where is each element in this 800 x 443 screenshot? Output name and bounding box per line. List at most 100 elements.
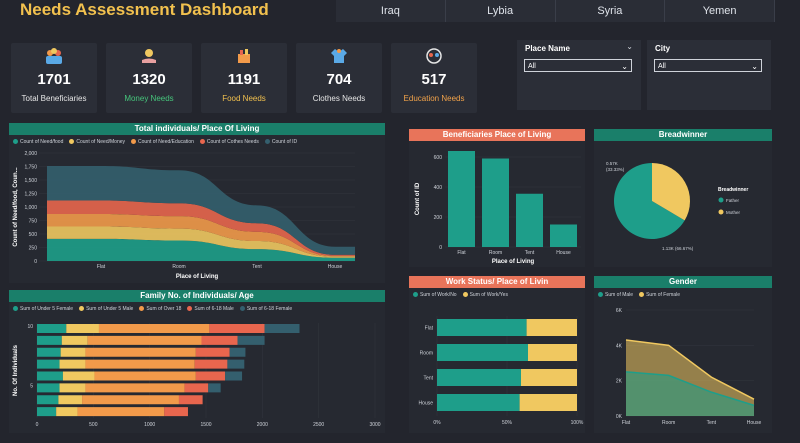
legend-swatch — [131, 139, 137, 145]
food-icon — [238, 49, 250, 63]
kpi-value: 1320 — [132, 71, 166, 88]
tab-yemen[interactable]: Yemen — [665, 0, 775, 22]
kpi-clothes-needs: 704 Clothes Needs — [296, 43, 382, 113]
bar-segment — [60, 347, 86, 357]
kpi-total-beneficiaries: 1701 Total Beneficiaries — [11, 43, 97, 113]
legend-swatch — [718, 209, 724, 215]
legend-item[interactable]: Sum of Work/No — [413, 292, 457, 298]
stacked-bar-chart: 0 500 1000 1500 2000 2500 3000 10 5 No. Of Indivi… — [13, 323, 381, 428]
legend-swatch — [639, 292, 645, 298]
legend-swatch — [239, 306, 245, 312]
chart-legend: Sum of Work/No Sum of Work/Yes — [413, 292, 508, 298]
legend-swatch — [69, 139, 75, 145]
kpi-food-needs: 1191 Food Needs — [201, 43, 287, 113]
y-tick-label: House — [419, 401, 434, 407]
legend-swatch — [187, 306, 193, 312]
bar-segment — [521, 369, 577, 386]
y-tick-label: Tent — [424, 376, 434, 382]
legend-label: Sum of 6-18 Female — [246, 306, 293, 312]
bar-segment — [195, 347, 230, 357]
pie-slice — [652, 163, 690, 221]
bar-segment — [437, 394, 520, 411]
bar — [448, 151, 475, 247]
bar-segment — [229, 347, 246, 357]
slicer-place-name: Place Name ⌄ All ⌄ — [517, 40, 641, 110]
y-tick-label: 10 — [27, 324, 33, 330]
legend-swatch — [13, 139, 18, 145]
x-tick-label: 1000 — [144, 422, 155, 428]
data-label: (33.33%) — [606, 167, 625, 172]
place-name-dropdown[interactable]: All ⌄ — [524, 59, 632, 72]
legend-label: Father — [726, 198, 740, 203]
bar-segment — [225, 371, 243, 381]
kpi-value: 704 — [326, 71, 352, 88]
legend-label: Count of Need/food — [20, 139, 64, 145]
people-icon — [46, 48, 62, 64]
chart-title: Total individuals/ Place Of Living — [9, 123, 385, 135]
bar-segment — [528, 344, 577, 361]
legend-swatch — [199, 139, 205, 145]
y-axis-title: Count of Need/food, Coun... — [13, 167, 19, 247]
y-tick-label: 1,250 — [24, 192, 37, 198]
legend-item[interactable]: Sum of Female — [639, 292, 680, 298]
chart-title: Gender — [594, 276, 772, 288]
chart-work-status: Work Status/ Place of Livin Sum of Work/… — [409, 276, 585, 433]
legend-item[interactable]: Count of Need/Education — [131, 139, 194, 145]
slicer-label: City — [655, 44, 671, 53]
bar-segment — [56, 407, 78, 417]
x-axis-title: Place of Living — [176, 274, 219, 280]
collapse-chevron-icon[interactable]: ⌄ — [626, 42, 633, 51]
legend-item[interactable]: Sum of Under 5 Female — [13, 306, 73, 312]
tab-syria[interactable]: Syria — [556, 0, 666, 22]
legend-swatch — [413, 292, 418, 298]
x-tick-label: Tent — [252, 264, 262, 270]
chart-legend: Count of Need/food Count of Need/Money Cou… — [13, 139, 297, 145]
x-tick-label: 500 — [89, 422, 98, 428]
y-tick-label: 0 — [439, 245, 442, 251]
legend-label: Sum of Under 5 Male — [86, 306, 134, 312]
city-dropdown[interactable]: All ⌄ — [654, 59, 762, 72]
legend-item[interactable]: Count of Need/food — [13, 139, 63, 145]
chart-breadwinner: Breadwinner 1.13K (66.67%) 0.57K (33.33%) B… — [594, 129, 772, 267]
y-tick-label: 200 — [434, 215, 443, 221]
x-tick-label: 2000 — [257, 422, 268, 428]
legend-swatch — [264, 139, 270, 145]
bar-segment — [66, 324, 99, 333]
legend-item[interactable]: Count of ID — [264, 139, 297, 145]
legend-item[interactable]: Sum of Male — [598, 292, 633, 298]
bar-segment — [227, 359, 245, 369]
legend-item[interactable]: Count of Cothes Needs — [199, 139, 259, 145]
slicer-city: City All ⌄ — [647, 40, 771, 110]
bar — [550, 224, 577, 247]
legend-item[interactable]: Sum of 6-18 Female — [239, 306, 293, 312]
chevron-down-icon: ⌄ — [621, 62, 628, 71]
y-tick-label: 4K — [616, 343, 623, 349]
legend-item[interactable]: Sum of Over 18 — [139, 306, 181, 312]
legend-item[interactable]: Sum of Work/Yes — [462, 292, 508, 298]
legend-item[interactable]: Sum of 6-18 Male — [187, 306, 234, 312]
tab-lybia[interactable]: Lybia — [446, 0, 556, 22]
chart-title: Work Status/ Place of Livin — [409, 276, 585, 288]
bar-segment — [37, 371, 63, 381]
bar-segment — [37, 359, 60, 369]
y-tick-label: Flat — [425, 326, 434, 332]
bar-segment — [82, 395, 179, 405]
dashboard-title: Needs Assessment Dashboard — [20, 0, 269, 19]
data-label: 1.13K (66.67%) — [662, 246, 694, 251]
legend-item[interactable]: Count of Need/Money — [69, 139, 125, 145]
y-tick-label: 500 — [29, 232, 38, 238]
bar-segment — [37, 324, 67, 333]
tab-iraq[interactable]: Iraq — [336, 0, 446, 22]
bar-segment — [164, 407, 188, 417]
bar-segment — [61, 335, 88, 345]
legend-label: Sum of Work/No — [420, 292, 457, 298]
kpi-label: Education Needs — [403, 94, 465, 103]
kpi-label: Total Beneficiaries — [21, 94, 87, 103]
legend-item[interactable]: Sum of Under 5 Male — [79, 306, 133, 312]
legend-label: Mother — [726, 210, 741, 215]
chart-total-individuals: Total individuals/ Place Of Living Count… — [9, 123, 385, 283]
area-series — [47, 226, 355, 258]
area-chart: 0K 2K 4K 6K Flat Room Tent House — [616, 308, 762, 426]
area-chart: 0 250 500 750 1,000 1,250 1,500 1,750 2,000 Flat R… — [13, 151, 355, 280]
x-tick-label: 100% — [571, 420, 584, 426]
